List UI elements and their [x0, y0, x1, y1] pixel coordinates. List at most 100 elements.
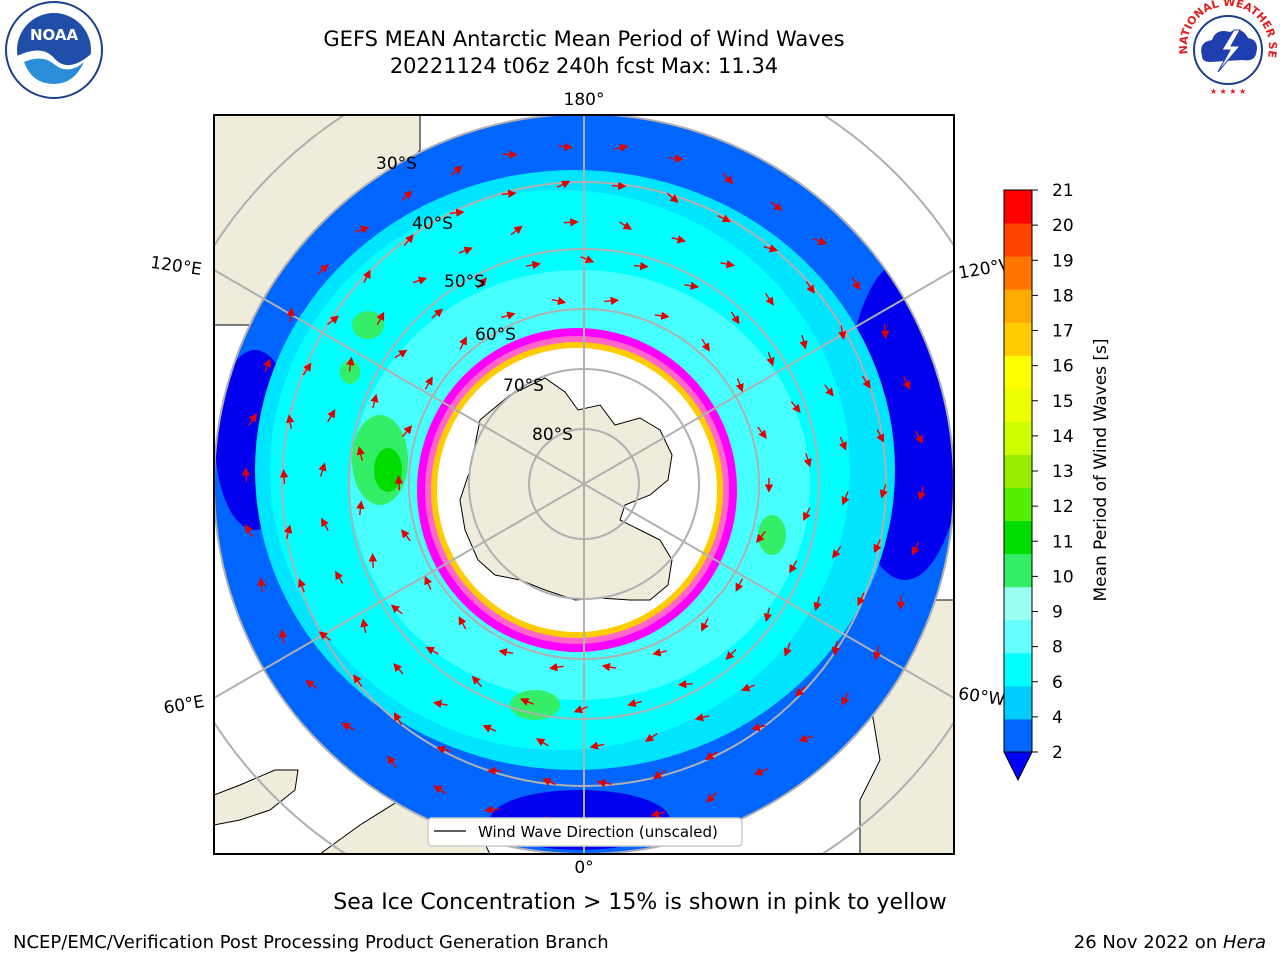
wave-direction-arrow — [838, 325, 847, 340]
wave-direction-arrow — [519, 697, 534, 706]
wave-direction-arrow — [730, 311, 740, 325]
wave-direction-arrow — [501, 311, 516, 320]
wave-direction-arrow — [580, 255, 595, 264]
wave-direction-arrow — [353, 674, 363, 687]
wave-direction-arrow — [795, 685, 807, 697]
wave-direction-arrow — [370, 393, 379, 409]
wave-direction-arrow — [701, 338, 710, 352]
wave-direction-arrow — [390, 604, 403, 615]
wave-direction-arrow — [627, 698, 642, 708]
wave-direction-arrow — [813, 596, 822, 612]
map-frame — [213, 114, 955, 855]
lat-label-60s: 60°S — [475, 325, 516, 345]
wave-direction-arrow — [433, 785, 447, 795]
wave-direction-arrow — [305, 679, 318, 690]
wave-direction-arrow — [573, 705, 588, 714]
colorbar-tick-label: 6 — [1052, 673, 1063, 693]
wave-direction-arrow — [677, 680, 693, 689]
wave-direction-arrow — [770, 201, 783, 211]
wave-direction-arrow — [763, 607, 772, 623]
wave-direction-arrow — [401, 190, 413, 202]
colorbar-tick-label: 20 — [1052, 216, 1074, 236]
wave-direction-arrow — [751, 723, 766, 732]
wave-direction-arrow — [798, 734, 813, 743]
noaa-logo: NOAA — [5, 1, 103, 99]
wave-direction-arrow — [838, 436, 847, 451]
wave-direction-arrow — [387, 755, 397, 768]
colorbar-bin — [1004, 454, 1032, 489]
wave-direction-arrow — [424, 376, 433, 390]
colorbar-tick-label: 12 — [1052, 497, 1074, 517]
wave-direction-arrow — [556, 180, 571, 189]
footer-left-credit: NCEP/EMC/Verification Post Processing Pr… — [13, 932, 609, 953]
colorbar-bin — [1004, 388, 1032, 422]
wave-direction-arrow — [666, 192, 679, 203]
colorbar-tick-label: 9 — [1052, 603, 1063, 623]
wave-direction-arrow — [789, 560, 798, 574]
wave-direction-arrow — [604, 296, 620, 306]
wave-direction-arrow — [327, 409, 336, 423]
colorbar-tick-label: 11 — [1052, 532, 1074, 552]
wave-direction-arrow — [668, 154, 684, 163]
wave-direction-arrow — [245, 523, 253, 538]
wave-direction-arrow — [318, 462, 327, 477]
colorbar-bin — [1004, 685, 1032, 720]
wave-direction-arrow — [831, 641, 840, 656]
wave-direction-arrow — [873, 539, 882, 554]
wave-direction-arrow — [694, 713, 710, 722]
wave-direction-arrow — [799, 334, 808, 350]
lat-label-50s: 50°S — [444, 272, 485, 292]
colorbar-tick-label: 14 — [1052, 427, 1074, 447]
wave-direction-arrow — [542, 778, 557, 786]
wave-direction-arrow — [915, 430, 923, 445]
wave-direction-arrow — [548, 663, 564, 672]
colorbar-bin — [1004, 190, 1032, 224]
colorbar-bin — [1004, 322, 1032, 356]
colorbar-bin — [1004, 256, 1032, 290]
wave-direction-arrow — [449, 208, 465, 217]
wave-direction-arrow — [424, 575, 433, 590]
footer-host: Hera — [1222, 932, 1266, 953]
wave-direction-arrow — [458, 246, 473, 255]
wave-direction-arrow — [335, 570, 344, 584]
wave-direction-arrow — [857, 592, 866, 606]
wave-direction-arrow — [654, 311, 670, 320]
wave-direction-arrow — [394, 475, 404, 491]
wave-direction-arrow — [917, 486, 926, 501]
wave-direction-arrow — [376, 311, 385, 326]
wave-direction-arrow — [633, 261, 649, 271]
wave-direction-arrow — [436, 745, 451, 754]
colorbar-bin — [1004, 718, 1032, 753]
wave-direction-arrow — [356, 446, 365, 461]
nws-logo: NATIONAL WEATHER SERVICE ★ ★ ★ ★ — [1176, 0, 1279, 98]
colorbar-bin — [1004, 553, 1032, 588]
wave-direction-arrow — [458, 616, 467, 630]
colorbar-tick-label: 10 — [1052, 567, 1074, 587]
wave-direction-arrow — [766, 351, 775, 367]
wave-direction-arrow — [360, 618, 369, 634]
wave-direction-arrow — [812, 237, 828, 245]
wave-direction-arrow — [327, 315, 340, 326]
lat-label-80s: 80°S — [532, 425, 573, 445]
wave-direction-arrow — [501, 189, 517, 198]
wave-direction-arrow — [684, 281, 700, 290]
wave-direction-arrow — [902, 376, 911, 390]
legend-label: Wind Wave Direction (unscaled) — [478, 823, 718, 841]
chart-subtitle: 20221124 t06z 240h fcst Max: 11.34 — [389, 54, 779, 78]
wave-direction-arrow — [701, 618, 709, 632]
colorbar-bin — [1004, 586, 1032, 621]
colorbar: 2 4 6 8 9 10 11 12 13 14 15 16 17 18 19 20 21 — [1003, 181, 1074, 782]
wave-direction-arrow — [298, 578, 306, 593]
wave-direction-arrow — [765, 293, 774, 306]
wave-direction-arrow — [362, 269, 371, 284]
wave-direction-arrow — [393, 712, 403, 726]
wave-direction-arrow — [368, 553, 378, 568]
wave-direction-arrow — [722, 172, 734, 185]
colorbar-bin — [1004, 289, 1032, 323]
lat-label-40s: 40°S — [412, 214, 453, 234]
wave-direction-arrow — [873, 645, 882, 661]
wave-direction-arrow — [803, 507, 811, 522]
wave-direction-arrow — [551, 296, 567, 306]
wave-direction-arrow — [706, 791, 718, 803]
